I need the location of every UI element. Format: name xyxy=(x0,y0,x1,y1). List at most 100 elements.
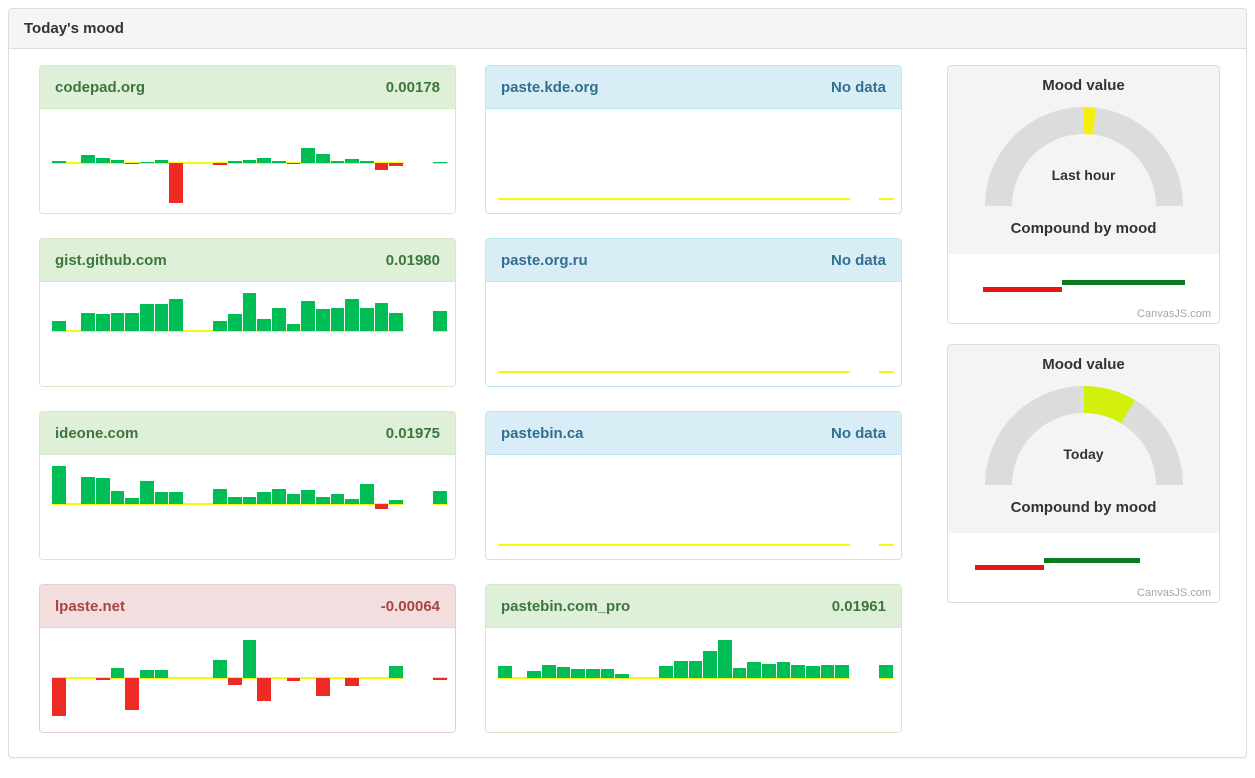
chart-slot xyxy=(286,455,302,559)
zero-line xyxy=(688,677,704,679)
chart-slot xyxy=(316,282,331,386)
chart-slot xyxy=(498,455,513,559)
chart-slot xyxy=(110,455,126,559)
zero-line xyxy=(154,162,170,164)
positive-bar xyxy=(776,662,791,678)
positive-bar xyxy=(257,319,272,331)
chart-slot xyxy=(301,628,317,732)
zero-line xyxy=(389,677,405,679)
positive-bar xyxy=(586,669,600,678)
chart-slot xyxy=(806,282,821,386)
site-title: ideone.com xyxy=(55,425,139,442)
chart-slot xyxy=(154,455,170,559)
chart-slot xyxy=(184,628,199,732)
positive-bar xyxy=(330,308,345,331)
zero-line xyxy=(242,677,258,679)
zero-line xyxy=(66,330,82,332)
positive-bar xyxy=(316,309,330,331)
chart-slot xyxy=(556,282,572,386)
chart-slot xyxy=(286,282,302,386)
zero-line xyxy=(747,677,763,679)
zero-line xyxy=(52,330,67,332)
negative-bar xyxy=(125,163,140,164)
chart-slot xyxy=(512,628,528,732)
chart-slot xyxy=(820,109,836,213)
compound-positive-bar xyxy=(1061,280,1186,285)
site-panel-pastebin.ca: pastebin.ca No data xyxy=(485,411,902,560)
positive-bar xyxy=(154,160,169,163)
positive-bar xyxy=(600,669,615,678)
chart-slot xyxy=(110,628,126,732)
chart-slot xyxy=(330,455,346,559)
positive-bar xyxy=(330,494,345,504)
canvasjs-watermark[interactable]: CanvasJS.com xyxy=(1137,587,1211,599)
chart-slot xyxy=(879,455,895,559)
chart-slot xyxy=(257,109,273,213)
chart-slot xyxy=(286,628,302,732)
positive-bar xyxy=(433,491,448,504)
negative-bar xyxy=(389,163,404,166)
compound-by-mood-chart: CanvasJS.com xyxy=(948,254,1219,323)
positive-bar xyxy=(389,666,404,678)
chart-slot xyxy=(747,282,763,386)
chart-slot xyxy=(345,455,361,559)
positive-bar xyxy=(242,497,257,504)
chart-slot xyxy=(688,109,704,213)
chart-slot xyxy=(316,628,331,732)
zero-line xyxy=(762,544,777,546)
positive-bar xyxy=(140,304,154,331)
negative-bar xyxy=(433,678,448,680)
gauge-period-label: Today xyxy=(1063,446,1104,462)
site-title: paste.org.ru xyxy=(501,252,588,269)
zero-line xyxy=(718,371,733,373)
chart-slot xyxy=(184,455,199,559)
zero-line xyxy=(140,677,155,679)
chart-slot xyxy=(360,628,375,732)
positive-bar xyxy=(703,651,718,678)
chart-slot xyxy=(52,628,67,732)
canvasjs-watermark[interactable]: CanvasJS.com xyxy=(1137,308,1211,320)
chart-slot xyxy=(835,628,851,732)
zero-line xyxy=(81,503,97,505)
gauge-arc: Last hour xyxy=(984,107,1183,206)
zero-line xyxy=(703,544,719,546)
zero-line xyxy=(747,198,763,200)
positive-bar xyxy=(272,308,286,331)
chart-slot xyxy=(345,109,361,213)
zero-line xyxy=(52,162,67,164)
zero-line xyxy=(556,544,572,546)
chart-slot xyxy=(404,455,419,559)
mini-bar-chart xyxy=(486,282,901,386)
zero-line xyxy=(272,503,287,505)
chart-slot xyxy=(198,455,214,559)
chart-slot xyxy=(835,455,851,559)
negative-bar xyxy=(316,678,330,696)
zero-line xyxy=(556,198,572,200)
positive-bar xyxy=(806,666,820,678)
zero-line xyxy=(674,544,689,546)
chart-slot xyxy=(674,109,689,213)
zero-line xyxy=(498,677,513,679)
positive-bar xyxy=(498,666,512,678)
zero-line xyxy=(198,677,214,679)
gauge-arc: Today xyxy=(984,386,1183,485)
zero-line xyxy=(345,162,361,164)
chart-slot xyxy=(674,628,689,732)
zero-line xyxy=(154,330,170,332)
positive-bar xyxy=(81,313,96,331)
positive-bar xyxy=(228,161,242,163)
positive-bar xyxy=(286,494,301,504)
positive-bar xyxy=(213,489,228,504)
chart-slot xyxy=(556,628,572,732)
chart-slot xyxy=(556,109,572,213)
site-panel-paste.org.ru: paste.org.ru No data xyxy=(485,238,902,387)
chart-slot xyxy=(703,282,719,386)
zero-line xyxy=(600,677,616,679)
chart-slot xyxy=(806,628,821,732)
chart-slot xyxy=(140,109,155,213)
site-compound-value: -0.00064 xyxy=(380,598,440,615)
chart-slot xyxy=(630,628,645,732)
site-panel-heading: codepad.org 0.00178 xyxy=(40,66,455,109)
mini-bar-chart xyxy=(40,282,455,386)
positive-bar xyxy=(140,481,154,504)
